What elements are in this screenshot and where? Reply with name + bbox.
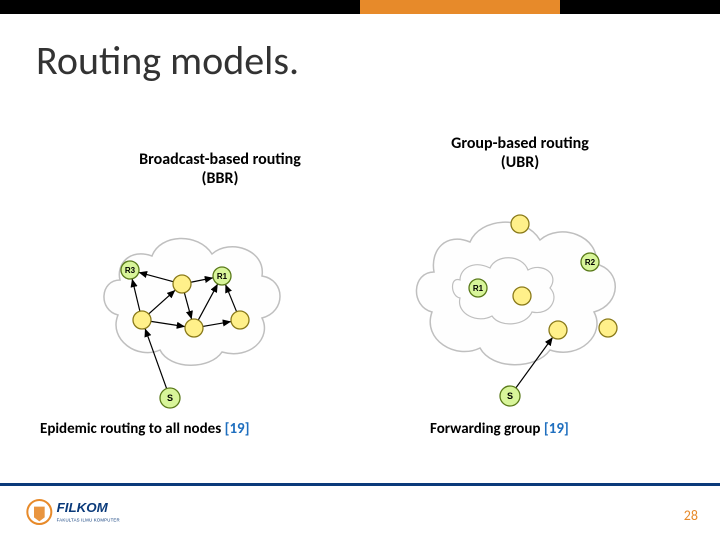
- bbr-diagram: R3 R1 S: [90, 220, 310, 410]
- top-accent: [360, 0, 560, 14]
- right-subtitle: Group-based routing(UBR): [420, 134, 620, 172]
- svg-text:FAKULTAS ILMU KOMPUTER: FAKULTAS ILMU KOMPUTER: [57, 517, 120, 522]
- right-caption-text: Forwarding group: [430, 420, 544, 438]
- left-caption: Epidemic routing to all nodes [19]: [40, 420, 250, 438]
- right-caption-ref: [19]: [544, 420, 569, 438]
- slide-number: 28: [684, 507, 698, 524]
- right-caption: Forwarding group [19]: [430, 420, 569, 438]
- svg-text:R3: R3: [125, 266, 136, 275]
- footer-line: [0, 483, 720, 486]
- filkom-logo: FILKOM FAKULTAS ILMU KOMPUTER: [20, 492, 160, 532]
- ubr-diagram: R2 R1 S: [400, 200, 650, 410]
- svg-text:S: S: [167, 393, 173, 403]
- svg-text:S: S: [507, 391, 513, 401]
- slide-title: Routing models.: [36, 36, 299, 85]
- svg-text:R1: R1: [217, 272, 228, 281]
- svg-text:R2: R2: [585, 258, 596, 267]
- left-caption-ref: [19]: [225, 420, 250, 438]
- left-caption-text: Epidemic routing to all nodes: [40, 420, 225, 438]
- left-subtitle: Broadcast-based routing(BBR): [120, 150, 320, 188]
- svg-text:R1: R1: [473, 284, 484, 293]
- svg-text:FILKOM: FILKOM: [57, 500, 109, 515]
